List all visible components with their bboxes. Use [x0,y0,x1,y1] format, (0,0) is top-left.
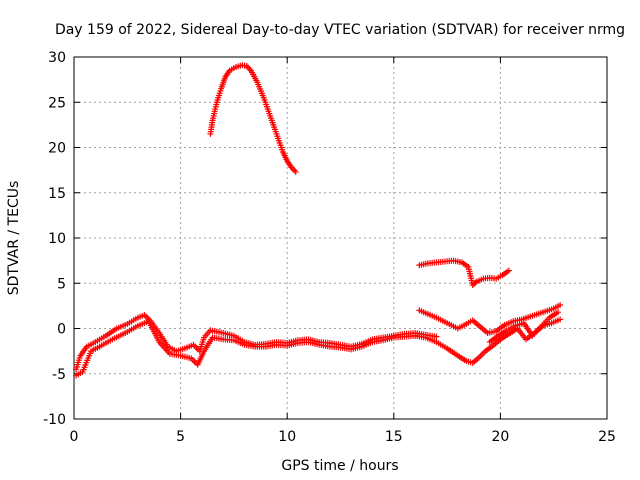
grid [74,57,607,419]
y-tick-label: 15 [48,186,66,202]
data-point [554,309,561,316]
data-point [557,301,564,308]
data-point [433,333,440,340]
y-tick-label: -5 [52,367,66,383]
y-tick-label: 30 [48,50,66,66]
x-tick-label: 0 [70,429,79,445]
series-late-upper [416,257,512,289]
series-main-band [73,311,440,373]
x-axis-label: GPS time / hours [281,458,398,474]
series-late-middle [416,301,564,337]
y-tick-label: 10 [48,231,66,247]
x-tick-label: 15 [385,429,403,445]
y-tick-label: -10 [43,412,66,428]
y-axis-label: SDTVAR / TECUs [6,181,22,296]
x-tick-label: 10 [278,429,296,445]
y-tick-label: 20 [48,141,66,157]
axis-ticks: 0 5 10 15 20 25 -10 -5 0 5 10 15 20 25 30 [43,50,616,445]
x-tick-label: 5 [176,429,185,445]
series-main-band-lower [73,318,419,379]
x-tick-label: 20 [491,429,509,445]
data-point [292,168,299,175]
series-late-tail [486,309,561,346]
data-points [73,62,564,379]
y-tick-label: 0 [57,322,66,338]
x-tick-label: 25 [598,429,616,445]
series-morning-peak [207,62,299,175]
data-point [557,316,564,323]
data-point [505,267,512,274]
y-tick-label: 25 [48,95,66,111]
chart-title: Day 159 of 2022, Sidereal Day-to-day VTE… [55,22,625,38]
y-tick-label: 5 [57,276,66,292]
